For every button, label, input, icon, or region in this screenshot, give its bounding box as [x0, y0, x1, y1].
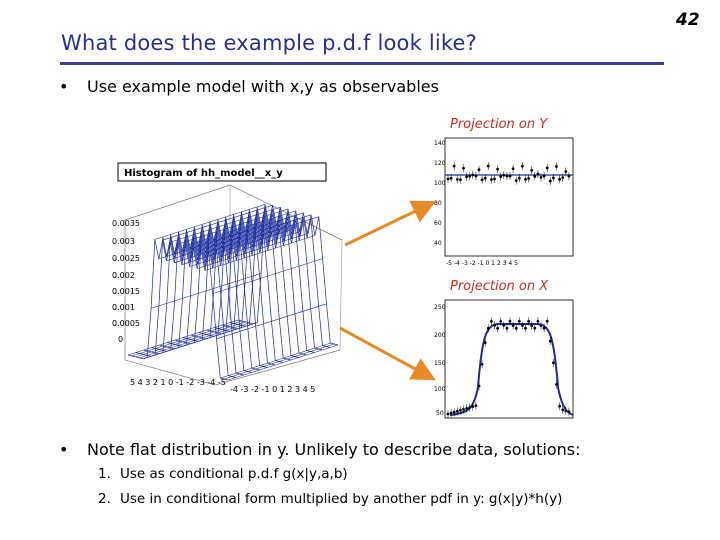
- arrow-to-projection-y: [344, 200, 437, 247]
- histogram-title-box: [117, 162, 327, 182]
- slide-title: What does the example p.d.f look like?: [61, 31, 477, 55]
- svg-text:0.0025: 0.0025: [112, 254, 140, 263]
- surface-mesh-line: [197, 233, 308, 269]
- svg-text:40: 40: [434, 240, 442, 247]
- caption-projection-x: Projection on X: [450, 279, 549, 294]
- surface-mesh-line: [147, 322, 258, 358]
- histogram-3d-plot: Histogram of hh_model__x_y 0.0035 0.003 …: [110, 160, 350, 400]
- svg-text:120: 120: [434, 160, 446, 167]
- arrow-to-projection-x: [339, 326, 436, 381]
- surface-mesh-line: [170, 206, 281, 243]
- svg-text:-4 -3 -2 -1 0 1 2 3 4 5: -4 -3 -2 -1 0 1 2 3 4 5: [230, 385, 315, 394]
- svg-text:100: 100: [434, 386, 446, 393]
- surface-mesh-line: [201, 214, 312, 251]
- surface-mesh-line: [204, 235, 315, 271]
- surface-mesh-line: [127, 319, 239, 356]
- bullet-text: Note flat distribution in y. Unlikely to…: [87, 440, 581, 459]
- projection-y-plot: 140 120 100 80 60 40 -5 -4 -3 -2 -1 0 1 2 3 …: [428, 135, 578, 273]
- surface-mesh-line: [220, 342, 331, 379]
- surface-mesh-line: [185, 210, 296, 247]
- svg-text:0.0005: 0.0005: [112, 319, 140, 328]
- svg-text:140: 140: [434, 140, 446, 147]
- svg-text:250: 250: [434, 304, 446, 311]
- svg-text:-5 -4 -3 -2 -1 0 1 2 3 4 5: -5 -4 -3 -2 -1 0 1 2 3 4 5: [446, 260, 518, 267]
- histogram-title: Histogram of hh_model__x_y: [124, 168, 283, 179]
- svg-text:0.003: 0.003: [112, 237, 135, 246]
- projection-x-points: [446, 317, 571, 418]
- svg-text:0: 0: [118, 335, 123, 344]
- svg-text:5 4 3 2 1 0 -1 -2 -3 -4 -5: 5 4 3 2 1 0 -1 -2 -3 -4 -5: [130, 378, 226, 387]
- surface-mesh-line: [212, 258, 323, 294]
- surface-mesh-line: [151, 273, 262, 309]
- sub-item-text: Use in conditional form multiplied by an…: [120, 491, 563, 507]
- surface-mesh-line: [227, 344, 339, 381]
- svg-text:0.0035: 0.0035: [112, 219, 140, 228]
- svg-text:0.002: 0.002: [112, 271, 135, 280]
- projection-y-points: [446, 162, 571, 186]
- bullet-text: Use example model with x,y as observable…: [87, 77, 439, 96]
- sub-item-text: Use as conditional p.d.f g(x|y,a,b): [120, 466, 348, 482]
- surface-mesh-line: [177, 208, 289, 245]
- histogram-surface: [127, 204, 339, 381]
- svg-text:50: 50: [436, 410, 444, 417]
- surface-mesh-line: [193, 212, 304, 249]
- title-underline: [60, 62, 664, 65]
- svg-text:60: 60: [434, 220, 442, 227]
- svg-text:150: 150: [434, 360, 446, 367]
- caption-projection-y: Projection on Y: [450, 117, 548, 132]
- sub-item-2: 2. Use in conditional form multiplied by …: [98, 491, 562, 507]
- bullet-item-1: • Use example model with x,y as observabl…: [59, 77, 439, 96]
- svg-text:0.0015: 0.0015: [112, 287, 140, 296]
- sub-item-1: 1. Use as conditional p.d.f g(x|y,a,b): [98, 466, 348, 482]
- surface-mesh-line: [162, 204, 273, 241]
- projection-x-plot: 250 200 150 100 50: [428, 297, 578, 427]
- svg-text:200: 200: [434, 332, 446, 339]
- surface-mesh-line: [189, 231, 300, 267]
- surface-mesh-line: [154, 204, 265, 240]
- surface-mesh-line: [216, 303, 327, 340]
- svg-text:0.001: 0.001: [112, 303, 135, 312]
- page-number: 42: [676, 10, 700, 30]
- surface-mesh-line: [181, 229, 292, 265]
- sub-item-number: 1.: [98, 466, 111, 482]
- bullet-item-2: • Note flat distribution in y. Unlikely t…: [59, 440, 580, 459]
- surface-mesh-line: [224, 343, 335, 380]
- surface-mesh-line: [135, 321, 246, 358]
- bullet-marker: •: [59, 77, 69, 96]
- sub-item-number: 2.: [98, 491, 111, 507]
- svg-text:80: 80: [434, 200, 442, 207]
- surface-mesh-line: [131, 320, 242, 357]
- surface-mesh-line: [208, 216, 319, 252]
- bullet-marker: •: [59, 440, 69, 459]
- surface-mesh-line: [139, 322, 250, 359]
- svg-text:100: 100: [434, 180, 446, 187]
